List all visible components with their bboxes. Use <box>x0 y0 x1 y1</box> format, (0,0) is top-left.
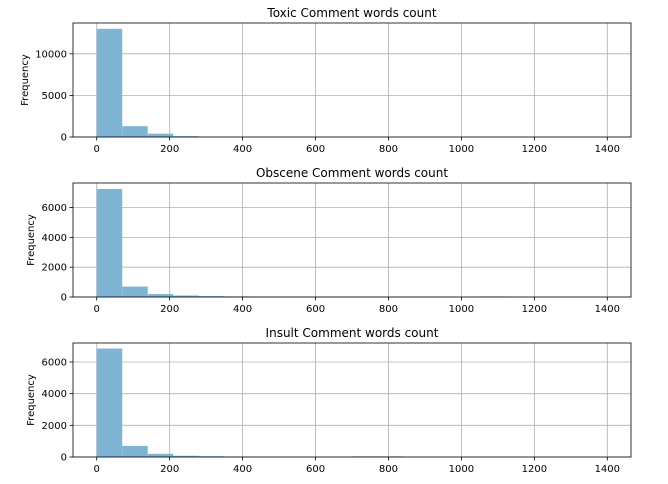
subplot-1: 0 200 400 600 800 1000 1200 1400 0 5000 10000 Toxic… <box>20 6 632 155</box>
x-tick-label: 400 <box>233 464 252 475</box>
y-tick-label: 2000 <box>42 263 67 274</box>
histogram-bar <box>122 286 148 297</box>
x-tick-label: 200 <box>160 304 179 315</box>
y-tick-label: 4000 <box>42 233 67 244</box>
x-tick-label: 1400 <box>595 464 620 475</box>
x-tick-label: 400 <box>233 144 252 155</box>
y-tick-label: 4000 <box>42 389 67 400</box>
x-tick-label: 1200 <box>522 464 547 475</box>
y-axis-label: Frequency <box>26 374 37 426</box>
histogram-bar <box>147 294 174 297</box>
y-tick-label: 0 <box>61 453 67 464</box>
x-tick-label: 600 <box>306 144 325 155</box>
subplot-2: 0 200 400 600 800 1000 1200 1400 0 2000 4000 6000 Ob… <box>26 166 632 315</box>
histogram-bar <box>173 455 199 457</box>
histogram-bar <box>173 136 199 137</box>
x-tick-label: 0 <box>94 144 100 155</box>
histogram-bar <box>173 295 199 297</box>
x-tick-label: 600 <box>306 464 325 475</box>
x-tick-label: 600 <box>306 304 325 315</box>
chart-title: Insult Comment words count <box>266 326 439 340</box>
x-tick-label: 800 <box>379 144 398 155</box>
plot-frame <box>72 342 632 458</box>
histogram-bar <box>96 28 123 138</box>
y-axis-label: Frequency <box>26 214 37 266</box>
y-tick-label: 10000 <box>35 49 67 60</box>
x-tick-label: 1400 <box>595 144 620 155</box>
chart-title: Obscene Comment words count <box>256 166 448 180</box>
histogram-bar <box>198 296 225 297</box>
histogram-bar <box>122 445 148 457</box>
histogram-bar <box>147 453 174 457</box>
y-tick-label: 0 <box>61 293 67 304</box>
y-tick-label: 0 <box>61 133 67 144</box>
plot-frame <box>72 22 632 138</box>
y-tick-label: 2000 <box>42 421 67 432</box>
x-tick-label: 1000 <box>449 304 474 315</box>
y-tick-label: 6000 <box>42 203 67 214</box>
x-tick-label: 800 <box>379 304 398 315</box>
y-tick-label: 5000 <box>42 91 67 102</box>
x-tick-label: 1000 <box>449 144 474 155</box>
subplot-3: 0 200 400 600 800 1000 1200 1400 0 2000 4000 6000 In… <box>26 326 632 475</box>
histogram-bar <box>122 126 148 137</box>
x-tick-label: 1400 <box>595 304 620 315</box>
x-tick-label: 800 <box>379 464 398 475</box>
y-tick-label: 6000 <box>42 358 67 369</box>
x-tick-label: 0 <box>94 304 100 315</box>
x-tick-label: 1200 <box>522 144 547 155</box>
histogram-bar <box>96 348 123 457</box>
plot-frame <box>72 182 632 298</box>
x-tick-label: 200 <box>160 144 179 155</box>
x-tick-label: 1000 <box>449 464 474 475</box>
x-tick-label: 0 <box>94 464 100 475</box>
x-tick-label: 400 <box>233 304 252 315</box>
x-tick-label: 1200 <box>522 304 547 315</box>
x-tick-label: 200 <box>160 464 179 475</box>
y-axis-label: Frequency <box>20 54 31 106</box>
histogram-bar <box>96 188 123 297</box>
chart-title: Toxic Comment words count <box>266 6 436 20</box>
histogram-bar <box>147 133 174 137</box>
